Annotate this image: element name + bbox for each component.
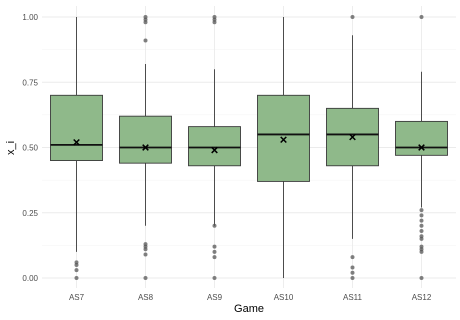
outlier-point: [419, 208, 424, 213]
iqr-box: [257, 94, 310, 182]
outlier-point: [74, 276, 79, 280]
iqr-box: [50, 94, 103, 162]
mean-marker: [73, 138, 80, 146]
x-tick-label: AS9: [207, 293, 223, 302]
boxes-layer: [50, 15, 448, 280]
x-axis-title: Game: [234, 303, 264, 315]
box-AS12: [395, 15, 448, 280]
outlier-point: [143, 15, 148, 19]
outlier-point: [350, 255, 355, 260]
y-tick-label: 1.00: [22, 13, 38, 22]
mean-marker: [142, 144, 149, 151]
outlier-point: [419, 276, 424, 280]
outlier-point: [143, 252, 148, 257]
y-axis-title: x_i: [5, 141, 17, 155]
outlier-point: [350, 265, 355, 270]
x-tick-labels: AS7 AS8 AS9 AS10 AS11 AS12: [69, 293, 432, 302]
y-tick-label: 0.75: [22, 78, 38, 87]
iqr-box: [395, 120, 448, 156]
box-AS9: [188, 15, 241, 280]
outlier-point: [143, 38, 148, 43]
outlier-point: [419, 223, 424, 228]
box-AS7: [50, 17, 103, 280]
box-AS8: [119, 15, 172, 280]
x-tick-label: AS11: [343, 293, 363, 302]
x-tick-label: AS12: [412, 293, 432, 302]
outlier-point: [419, 213, 424, 218]
outlier-point: [212, 15, 217, 19]
y-tick-label: 0.50: [22, 144, 38, 153]
mean-marker: [280, 136, 287, 144]
x-tick-label: AS10: [274, 293, 294, 302]
outlier-point: [419, 229, 424, 234]
outlier-point: [350, 270, 355, 275]
outlier-point: [212, 249, 217, 254]
iqr-box: [119, 115, 172, 164]
y-tick-labels: 0.00 0.25 0.50 0.75 1.00: [22, 13, 38, 283]
outlier-point: [74, 260, 79, 265]
box-AS10: [257, 17, 310, 278]
outlier-point: [212, 276, 217, 280]
y-tick-label: 0.25: [22, 209, 38, 218]
mean-marker: [418, 144, 425, 151]
plot-panel: [42, 6, 456, 288]
x-tick-label: AS8: [138, 293, 154, 302]
outlier-point: [212, 255, 217, 260]
outlier-point: [143, 242, 148, 247]
outlier-point: [74, 268, 79, 273]
outlier-point: [143, 276, 148, 280]
outlier-point: [419, 15, 424, 19]
y-tick-label: 0.00: [22, 274, 38, 283]
mean-marker: [349, 133, 356, 141]
x-tick-label: AS7: [69, 293, 85, 302]
outlier-point: [419, 244, 424, 249]
box-AS11: [326, 15, 379, 280]
iqr-box: [188, 126, 241, 167]
outlier-point: [212, 244, 217, 249]
outlier-point: [419, 234, 424, 239]
mean-marker: [211, 146, 218, 154]
outlier-point: [419, 218, 424, 223]
outlier-point: [350, 15, 355, 19]
outlier-point: [350, 276, 355, 280]
outlier-point: [212, 223, 217, 228]
